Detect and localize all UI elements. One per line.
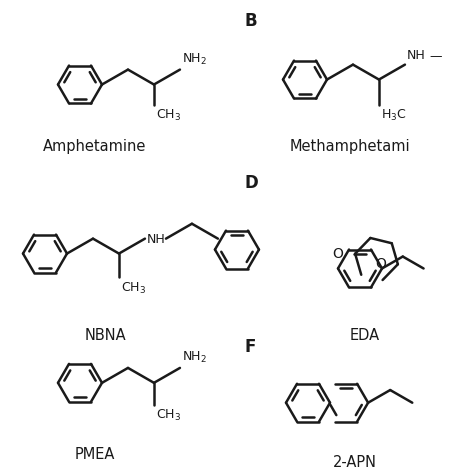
Text: CH$_3$: CH$_3$ [121,281,146,295]
Text: NH$_2$: NH$_2$ [182,52,207,67]
Text: NH: NH [407,49,426,62]
Text: —: — [429,50,441,63]
Text: EDA: EDA [350,328,380,343]
Text: NBNA: NBNA [84,328,126,343]
Text: B: B [245,12,258,30]
Text: H$_3$C: H$_3$C [381,108,407,123]
Text: O: O [375,257,386,271]
Text: D: D [245,174,259,192]
Text: F: F [245,338,256,356]
Text: Methamphetami: Methamphetami [290,139,410,154]
Text: Amphetamine: Amphetamine [43,139,146,154]
Text: NH: NH [147,233,166,246]
Text: CH$_3$: CH$_3$ [156,408,181,423]
Text: O: O [332,247,343,261]
Text: 2-APN: 2-APN [333,456,377,470]
Text: PMEA: PMEA [75,447,115,463]
Text: NH$_2$: NH$_2$ [182,350,207,365]
Text: CH$_3$: CH$_3$ [156,109,181,124]
